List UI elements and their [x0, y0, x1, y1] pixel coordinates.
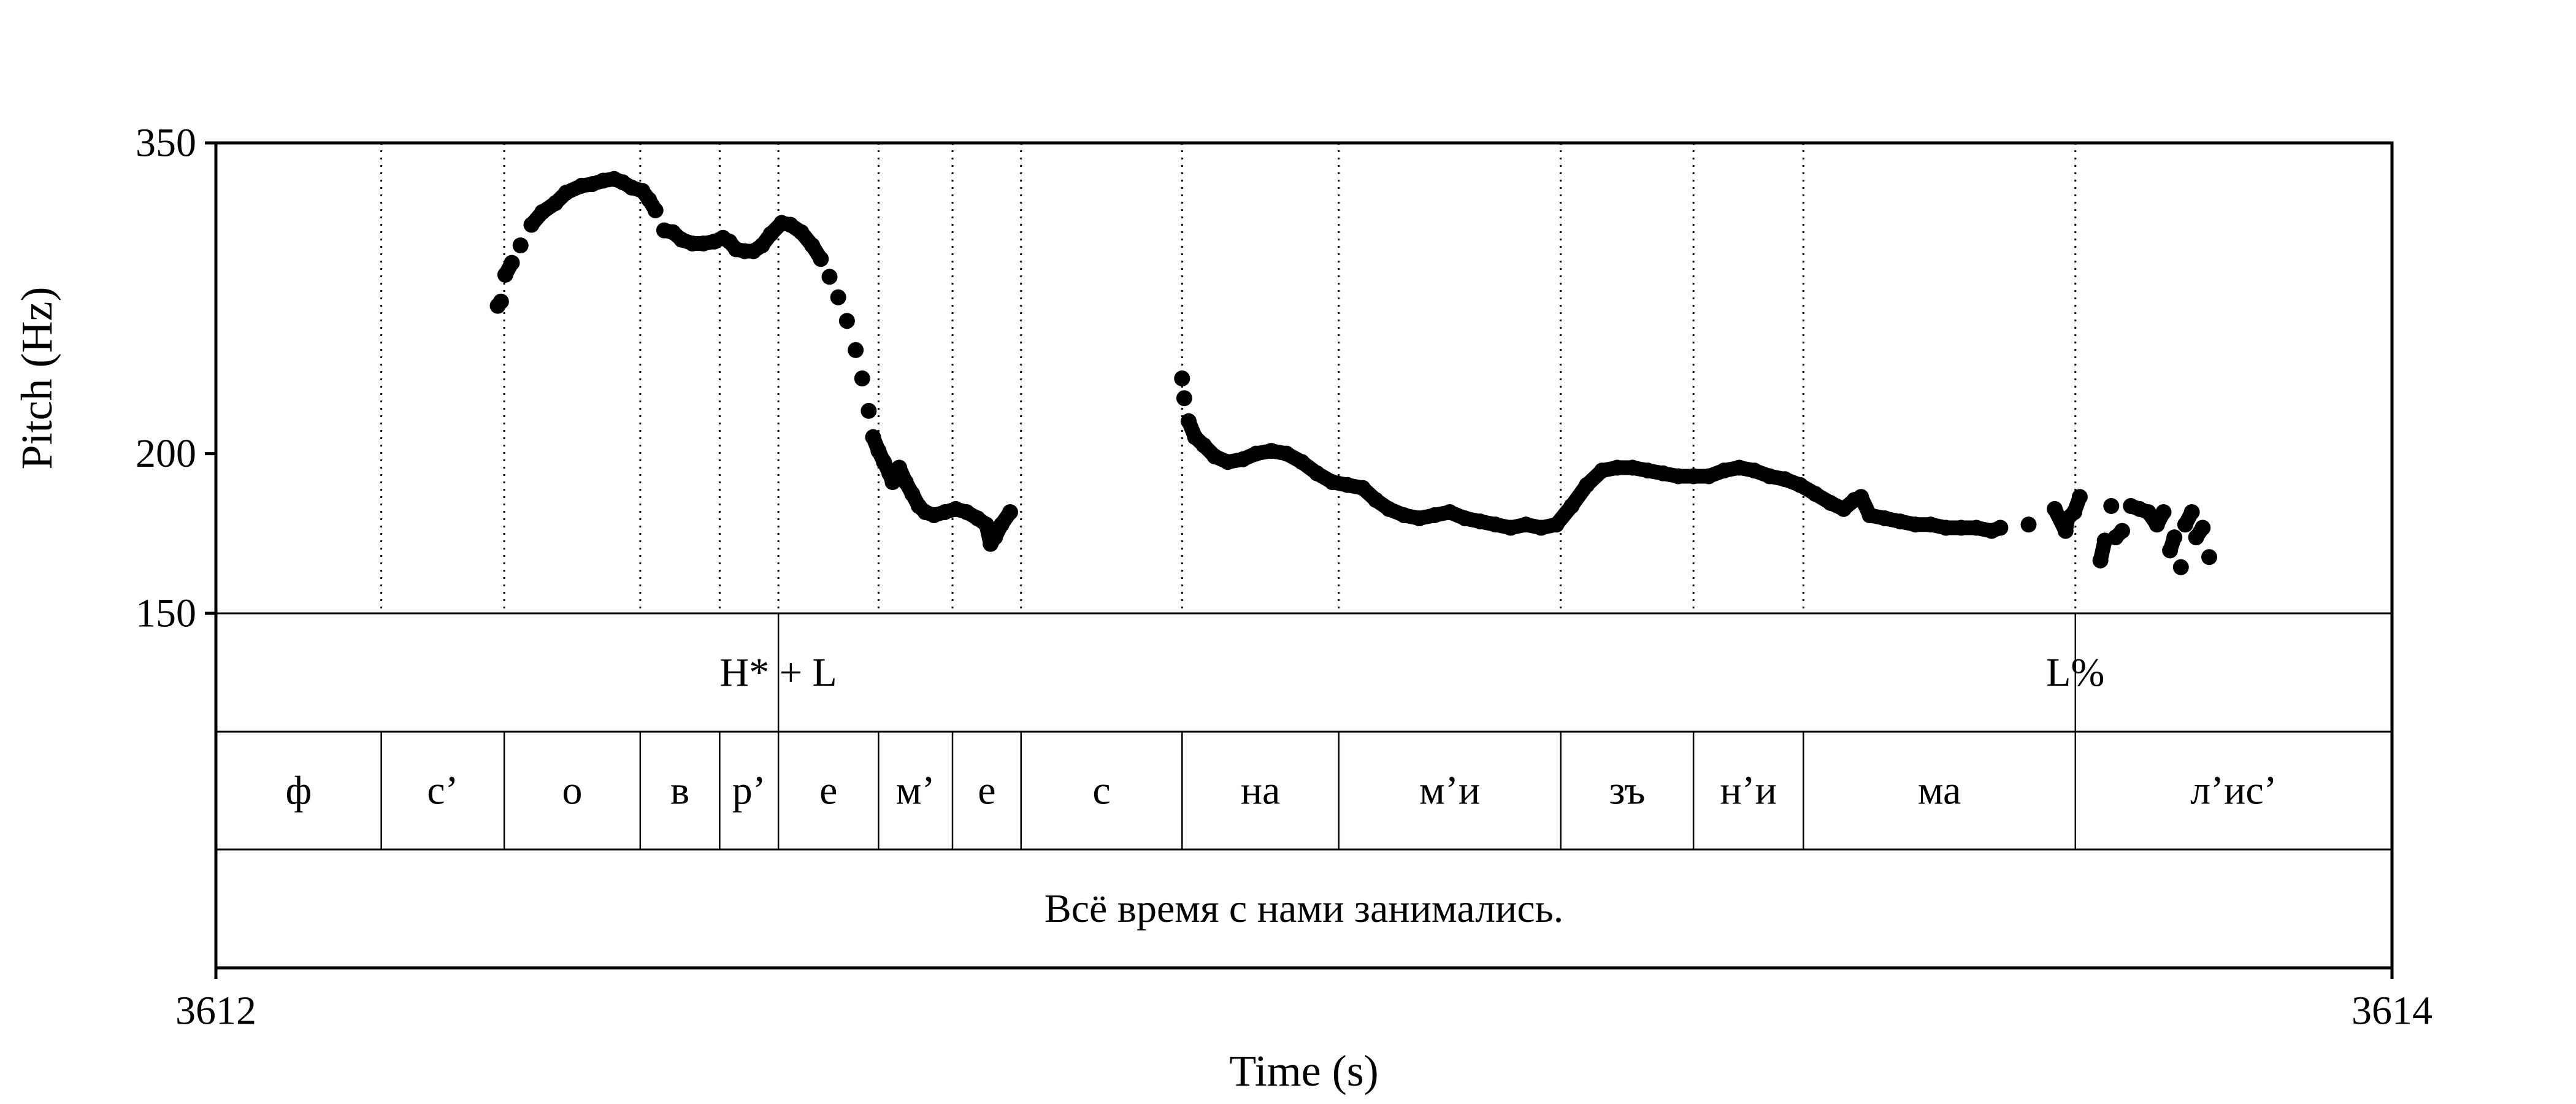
pitch-track-segment [994, 505, 1018, 532]
pitch-point [2172, 559, 2189, 575]
tone-label-0: H* + L [720, 650, 837, 695]
pitch-point [2020, 516, 2037, 533]
y-tick-label-350: 350 [136, 121, 196, 166]
pitch-point [830, 289, 846, 305]
pitch-track-segment [642, 192, 663, 218]
segment-label-13: ма [1918, 769, 1961, 813]
pitch-track-segment [2177, 505, 2199, 532]
pitch-track-segment [2188, 520, 2210, 545]
pitch-point [2103, 498, 2120, 514]
y-tick-label-150: 150 [136, 591, 196, 636]
segment-label-8: с [1092, 769, 1110, 813]
segment-label-3: в [670, 769, 689, 813]
segment-label-2: о [562, 769, 582, 813]
pitch-point [512, 237, 529, 254]
segment-label-9: на [1241, 769, 1281, 813]
pitch-track-segment [2093, 533, 2112, 568]
y-tick-label-200: 200 [136, 431, 196, 476]
pitch-track-segment [2067, 489, 2087, 519]
pitch-point [861, 402, 877, 419]
segment-label-1: с’ [427, 769, 458, 813]
segment-label-6: м’ [896, 769, 935, 813]
pitch-point [848, 342, 864, 358]
pitch-track-segment [490, 294, 508, 313]
sentence-label: Всё время с нами занимались. [1045, 886, 1564, 931]
tone-label-1: L% [2046, 650, 2104, 695]
x-tick-label-3614: 3614 [2352, 989, 2432, 1033]
y-axis-title: Pitch (Hz) [12, 287, 61, 470]
segment-label-5: е [819, 769, 837, 813]
pitch-track-segment [1984, 520, 2008, 539]
boundary-guide-lines [380, 143, 2077, 613]
segment-label-4: р’ [732, 769, 766, 813]
segment-label-12: н’и [1720, 769, 1777, 813]
tier-separators [216, 612, 2392, 851]
pitch-track-segment [2108, 523, 2129, 545]
text-labels: 150 200 350 3612 3614 Time (s) Pitch (Hz) H* + … [12, 121, 2432, 1096]
pitch-points [489, 171, 2217, 575]
pitch-track-segment [2149, 505, 2171, 532]
segment-boundaries [380, 613, 2077, 849]
pitch-point [821, 269, 838, 285]
pitch-track-segment [805, 238, 829, 267]
segment-label-10: м’и [1419, 769, 1480, 813]
pitch-track-segment [497, 255, 519, 282]
segment-label-7: е [978, 769, 995, 813]
segment-label-0: ф [285, 769, 312, 813]
pitch-track-segment [2163, 530, 2182, 558]
pitch-point [1176, 390, 1192, 407]
pitch-point [854, 370, 870, 386]
pitch-point [1174, 370, 1190, 386]
segment-label-14: л’ис’ [2190, 769, 2277, 813]
x-tick-label-3612: 3612 [175, 989, 256, 1033]
pitch-point [2201, 549, 2217, 565]
plot-frame [214, 141, 2394, 970]
axis-ticks [205, 141, 2394, 979]
pitch-point [838, 313, 855, 329]
x-axis-title: Time (s) [1229, 1046, 1378, 1095]
segment-label-11: зъ [1609, 769, 1645, 813]
